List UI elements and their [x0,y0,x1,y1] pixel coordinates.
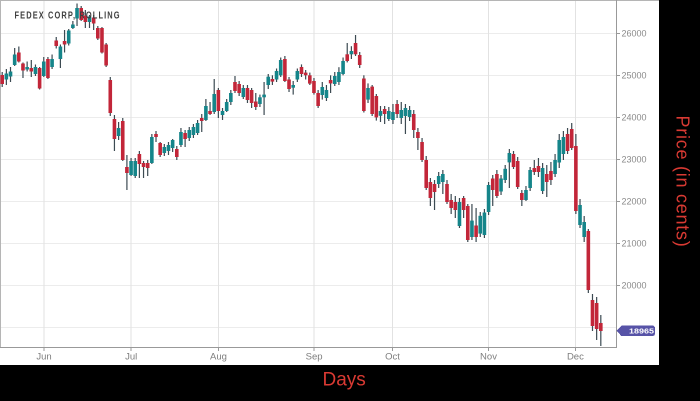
svg-text:24000: 24000 [622,113,647,123]
svg-text:26000: 26000 [622,29,647,39]
svg-text:FEDEX CORP, ROLLING: FEDEX CORP, ROLLING [15,9,121,20]
svg-text:Jul: Jul [125,352,137,363]
svg-text:Aug: Aug [210,352,227,363]
svg-text:Price (in cents): Price (in cents) [673,116,693,248]
svg-text:Jun: Jun [36,352,51,363]
svg-text:Sep: Sep [306,352,323,363]
svg-text:22000: 22000 [622,197,647,207]
svg-text:23000: 23000 [622,155,647,165]
svg-text:Dec: Dec [567,352,584,363]
svg-text:25000: 25000 [622,71,647,81]
svg-text:Oct: Oct [385,352,400,363]
svg-text:Nov: Nov [480,352,497,363]
svg-text:20000: 20000 [622,281,647,291]
svg-text:Days: Days [323,370,366,391]
svg-text:21000: 21000 [622,239,647,249]
svg-text:18965: 18965 [629,326,654,335]
